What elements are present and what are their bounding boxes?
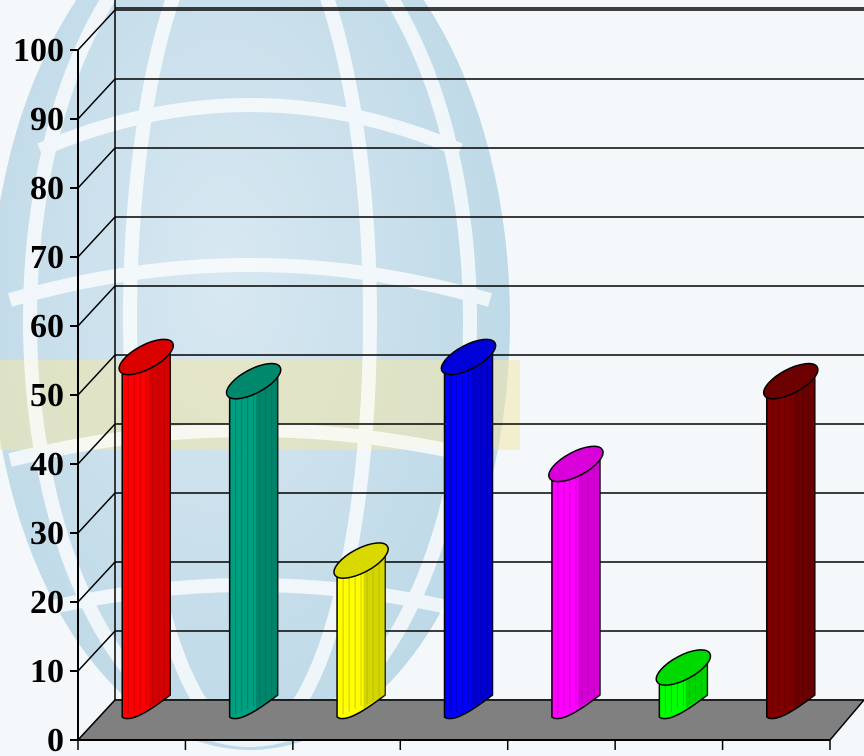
y-tick-label: 60 <box>30 308 64 345</box>
y-tick-label: 0 <box>47 722 64 756</box>
chart-axes: 0 10 20 30 40 50 60 70 80 90 100 <box>13 32 831 756</box>
bar-side <box>470 346 493 709</box>
chart-bars <box>118 338 819 720</box>
bar <box>225 362 282 720</box>
side-wall-line <box>77 78 116 120</box>
side-wall-line <box>77 354 116 396</box>
y-tick-label: 70 <box>30 239 64 276</box>
bar-top <box>225 362 282 400</box>
side-wall-line <box>77 9 116 51</box>
bar-side <box>793 370 815 709</box>
bar <box>333 542 389 720</box>
y-tick-label: 50 <box>30 377 64 414</box>
bar <box>440 338 497 720</box>
bar-top <box>548 445 604 483</box>
side-wall-line <box>77 147 116 189</box>
y-tick-label: 10 <box>30 653 64 690</box>
bar-side <box>578 452 600 709</box>
side-wall-line <box>77 561 116 603</box>
y-tick-label: 40 <box>30 446 64 483</box>
bar-top <box>762 362 819 400</box>
side-wall-line <box>77 423 116 465</box>
y-tick-label: 20 <box>30 584 64 621</box>
bar <box>655 649 712 720</box>
bar-top <box>118 338 175 376</box>
bar-side <box>256 370 278 709</box>
side-wall-line <box>77 285 116 327</box>
side-wall-line <box>77 492 116 534</box>
bar-top <box>440 338 497 376</box>
bar <box>762 362 819 720</box>
y-tick-label: 90 <box>30 101 64 138</box>
bar-top <box>655 649 712 686</box>
y-tick-label: 100 <box>13 32 64 69</box>
bar <box>118 338 175 720</box>
bar-side <box>148 346 171 709</box>
y-tick-label: 80 <box>30 170 64 207</box>
side-wall-line <box>77 216 116 258</box>
y-tick-label: 30 <box>30 515 64 552</box>
bar-top <box>333 542 389 579</box>
bar-side <box>363 549 386 709</box>
side-wall-line <box>77 630 116 672</box>
bar <box>548 445 604 720</box>
